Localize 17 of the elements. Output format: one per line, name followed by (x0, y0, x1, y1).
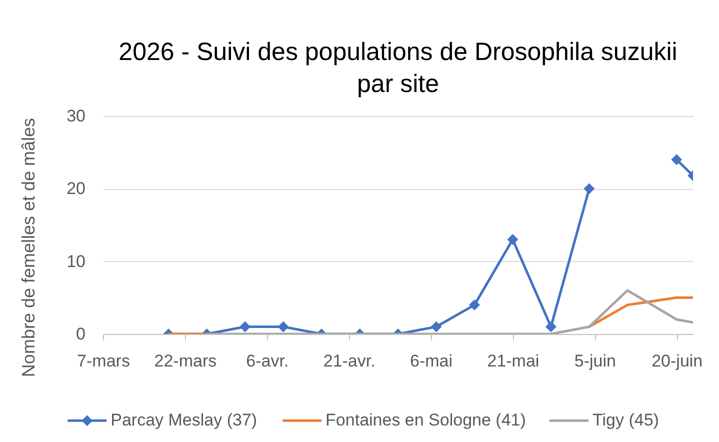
y-tick-label: 20 (66, 179, 86, 198)
x-tick-label: 7-mars (77, 352, 130, 370)
y-axis-title: Nombre de femelles et de mâles (18, 118, 39, 378)
legend-label: Parcay Meslay (37) (110, 410, 258, 430)
y-tick-label: 0 (76, 324, 86, 344)
x-tick-label: 6-mai (410, 352, 453, 370)
y-tick-label: 10 (66, 252, 86, 271)
y-tick-label: 30 (66, 106, 86, 126)
x-tick-label: 21-avr. (323, 352, 376, 370)
x-tick-label: 22-mars (154, 352, 217, 370)
legend-label: Tigy (45) (592, 410, 659, 430)
x-tick-label: 6-avr. (246, 352, 289, 370)
legend-label: Fontaines en Sologne (41) (326, 410, 526, 430)
x-tick-label: 5-juin (574, 352, 616, 370)
x-tick-label: 21-mai (487, 352, 540, 370)
x-tick-label: 20-juin (652, 352, 703, 370)
chart-title: 2026 - Suivi des populations de Drosophila suzukii par site (118, 38, 678, 98)
